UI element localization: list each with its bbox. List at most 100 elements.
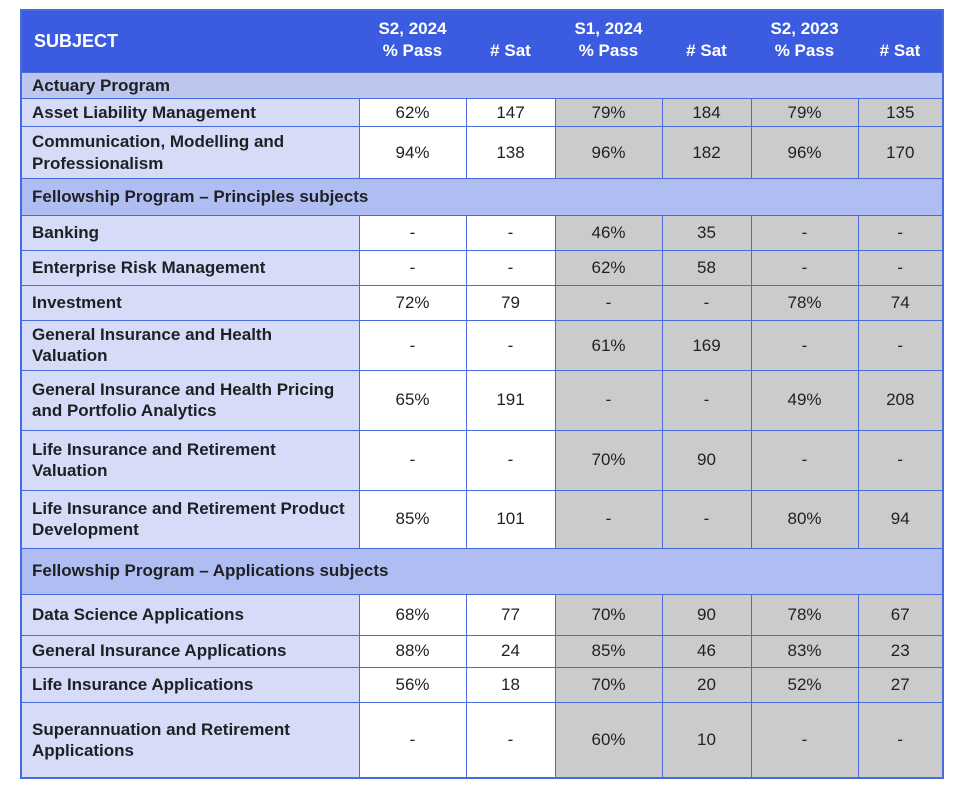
value-cell: 138 [465,126,556,179]
value-cell: 80% [750,489,859,549]
value-cell: 70% [554,666,663,703]
value-cell: - [465,215,556,251]
value-cell: 90 [661,429,752,491]
value-cell: - [358,215,467,251]
value-cell: 35 [661,215,752,251]
value-cell: 61% [554,320,663,371]
value-cell: 18 [465,666,556,703]
section-title: Fellowship Program – Applications subjec… [21,547,943,595]
header-period-s2-2024: S2, 2024 [359,10,466,40]
value-cell: 208 [857,369,944,431]
value-cell: 78% [750,593,859,636]
value-cell: - [465,320,556,371]
value-cell: 74 [857,285,944,321]
value-cell: 23 [857,634,944,668]
table-row: Life Insurance Applications 56% 18 70% 2… [20,666,944,703]
subject-cell: Life Insurance and Retirement Product De… [20,489,360,549]
value-cell: 62% [358,97,467,128]
exam-results-table: SUBJECT S2, 2024 S1, 2024 S2, 2023 % Pas… [20,9,944,779]
value-cell: - [750,250,859,286]
value-cell: 191 [465,369,556,431]
header-col-pass: % Pass [751,40,858,72]
value-cell: 182 [661,126,752,179]
subject-cell: Communication, Modelling and Professiona… [20,126,360,179]
header-period-s2-2023: S2, 2023 [751,10,858,40]
header-col-sat: # Sat [858,40,943,72]
value-cell: 56% [358,666,467,703]
subject-cell: Superannuation and Retirement Applicatio… [20,701,360,779]
table-row: Communication, Modelling and Professiona… [20,126,944,179]
value-cell: 27 [857,666,944,703]
subject-cell: General Insurance and Health Valuation [20,320,360,371]
value-cell: 20 [661,666,752,703]
value-cell: 135 [857,97,944,128]
value-cell: 58 [661,250,752,286]
value-cell: 169 [661,320,752,371]
value-cell: 46% [554,215,663,251]
value-cell: - [661,489,752,549]
value-cell: 72% [358,285,467,321]
subject-cell: Investment [20,285,360,321]
header-col-pass: % Pass [555,40,662,72]
table-row: Life Insurance and Retirement Valuation … [20,429,944,491]
value-cell: 77 [465,593,556,636]
value-cell: - [661,369,752,431]
value-cell: 88% [358,634,467,668]
value-cell: 62% [554,250,663,286]
value-cell: 170 [857,126,944,179]
value-cell: 94 [857,489,944,549]
value-cell: 94% [358,126,467,179]
subject-cell: General Insurance Applications [20,634,360,668]
table-row: Banking - - 46% 35 - - [20,215,944,251]
value-cell: - [554,285,663,321]
value-cell: - [358,701,467,779]
table-header: SUBJECT S2, 2024 S1, 2024 S2, 2023 % Pas… [21,10,943,72]
header-col-sat: # Sat [662,40,751,72]
header-spacer [466,10,555,40]
section-row-actuary-program: Actuary Program [21,71,943,99]
value-cell: 70% [554,593,663,636]
value-cell: 90 [661,593,752,636]
subject-cell: Data Science Applications [20,593,360,636]
header-col-sat: # Sat [466,40,555,72]
value-cell: - [661,285,752,321]
value-cell: - [857,429,944,491]
value-cell: 85% [554,634,663,668]
value-cell: - [857,320,944,371]
value-cell: 78% [750,285,859,321]
subject-cell: Asset Liability Management [20,97,360,128]
value-cell: - [554,369,663,431]
value-cell: - [554,489,663,549]
value-cell: - [465,701,556,779]
value-cell: 46 [661,634,752,668]
table-row: Asset Liability Management 62% 147 79% 1… [20,97,944,128]
table-row: General Insurance and Health Valuation -… [20,320,944,371]
header-subject: SUBJECT [21,10,359,72]
section-row-fellowship-applications: Fellowship Program – Applications subjec… [21,547,943,595]
table-row: Superannuation and Retirement Applicatio… [20,701,944,779]
subject-cell: Enterprise Risk Management [20,250,360,286]
value-cell: 101 [465,489,556,549]
value-cell: 52% [750,666,859,703]
value-cell: - [750,320,859,371]
value-cell: 79 [465,285,556,321]
value-cell: - [750,215,859,251]
value-cell: 67 [857,593,944,636]
header-col-pass: % Pass [359,40,466,72]
value-cell: 85% [358,489,467,549]
value-cell: 60% [554,701,663,779]
value-cell: - [465,429,556,491]
value-cell: 96% [750,126,859,179]
table-row: Investment 72% 79 - - 78% 74 [20,285,944,321]
header-period-s1-2024: S1, 2024 [555,10,662,40]
value-cell: - [358,429,467,491]
value-cell: 65% [358,369,467,431]
subject-cell: General Insurance and Health Pricing and… [20,369,360,431]
value-cell: 83% [750,634,859,668]
section-title: Actuary Program [21,71,943,99]
table-row: Life Insurance and Retirement Product De… [20,489,944,549]
header-spacer [858,10,943,40]
table-row: Data Science Applications 68% 77 70% 90 … [20,593,944,636]
value-cell: - [857,701,944,779]
table-row: General Insurance Applications 88% 24 85… [20,634,944,668]
